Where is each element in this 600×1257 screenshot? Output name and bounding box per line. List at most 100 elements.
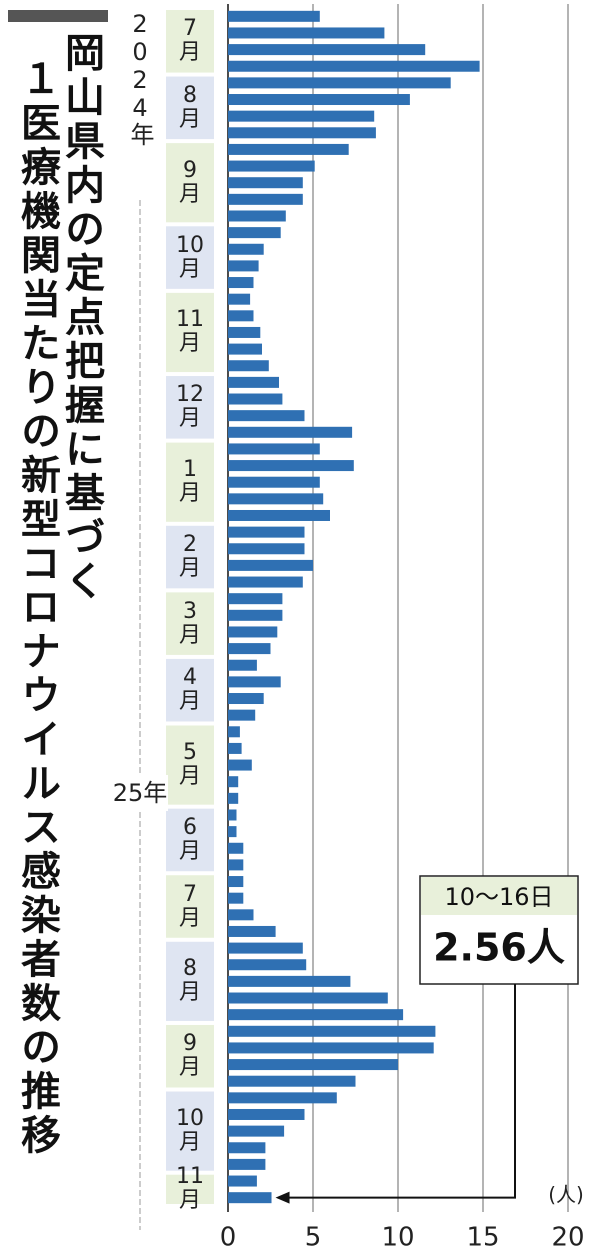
bar	[228, 326, 261, 338]
month-label: 3月	[178, 598, 201, 648]
bar	[228, 959, 307, 971]
bar	[228, 60, 480, 72]
bar	[228, 443, 320, 455]
month-label: 1月	[178, 457, 201, 507]
bar	[228, 792, 239, 804]
bar	[228, 626, 278, 638]
bar	[228, 227, 281, 239]
value-label: 2.56人	[433, 926, 565, 970]
month-band	[166, 143, 214, 223]
month-label: 8月	[178, 82, 201, 132]
bar	[228, 110, 375, 122]
bar	[228, 143, 349, 155]
bar	[228, 293, 251, 305]
title-line: １医療機関当たりの新型コロナウイルス感染者数の推移	[14, 58, 60, 1158]
month-band	[166, 1091, 214, 1171]
x-tick-label: 10	[381, 1223, 414, 1253]
bar	[228, 177, 303, 189]
x-tick-label: 20	[551, 1223, 584, 1253]
month-band	[166, 525, 214, 589]
month-label: 7月	[178, 881, 201, 931]
bar	[228, 876, 244, 888]
month-band	[166, 1024, 214, 1088]
bar	[228, 543, 305, 555]
bar	[228, 210, 286, 222]
month-label: 9月	[178, 157, 201, 207]
bar	[228, 1009, 404, 1021]
bar	[228, 1158, 266, 1170]
month-band	[166, 808, 214, 872]
month-band	[166, 76, 214, 140]
bar	[228, 526, 305, 538]
x-tick-label: 15	[466, 1223, 499, 1253]
bar	[228, 509, 330, 521]
month-band	[166, 10, 214, 73]
bar	[228, 127, 376, 139]
bar	[228, 659, 257, 671]
bar	[228, 426, 353, 438]
bar	[228, 892, 244, 904]
bar	[228, 693, 264, 705]
bar	[228, 1075, 356, 1087]
bar	[228, 742, 242, 754]
bar	[228, 260, 259, 272]
bar	[228, 10, 320, 22]
bar	[228, 942, 303, 954]
callout-arrow	[287, 984, 516, 1199]
month-label: 7月	[178, 16, 201, 66]
bar	[228, 243, 264, 255]
bar	[228, 376, 279, 388]
month-label: 9月	[178, 1031, 201, 1081]
bar	[228, 27, 385, 39]
bar	[228, 909, 254, 921]
bar	[228, 493, 324, 505]
month-label: 10月	[176, 232, 204, 282]
bar	[228, 1192, 272, 1204]
month-label: 6月	[178, 814, 201, 864]
year-label: 25年	[112, 775, 168, 811]
bar	[228, 277, 254, 289]
title-line: 岡山県内の定点把握に基づく	[58, 32, 104, 604]
month-band	[166, 1174, 214, 1204]
arrow-head	[275, 1191, 290, 1204]
month-band	[166, 725, 214, 805]
month-band	[166, 941, 214, 1021]
bar	[228, 859, 244, 871]
bar	[228, 559, 313, 571]
month-label: 2月	[178, 532, 201, 582]
bar	[228, 1042, 434, 1054]
x-tick-label: 5	[305, 1223, 322, 1253]
bar	[228, 193, 303, 205]
month-band	[166, 592, 214, 655]
month-band	[166, 875, 214, 938]
bar	[228, 77, 451, 89]
bar	[228, 460, 354, 472]
bar	[228, 1092, 337, 1104]
month-band	[166, 442, 214, 522]
month-label: 12月	[176, 382, 204, 432]
bar	[228, 992, 388, 1004]
month-label: 5月	[178, 740, 201, 790]
title-bar	[8, 10, 108, 22]
bar	[228, 842, 244, 854]
bar	[228, 1142, 266, 1154]
bar	[228, 643, 271, 655]
bar	[228, 975, 351, 987]
bar	[228, 360, 269, 372]
bar	[228, 44, 426, 56]
bar	[228, 160, 315, 172]
bar	[228, 576, 303, 588]
bar	[228, 925, 276, 937]
bar	[228, 410, 305, 422]
month-label: 10月	[176, 1106, 204, 1156]
bar	[228, 94, 410, 106]
bar	[228, 826, 237, 838]
x-tick-label: 0	[220, 1223, 237, 1253]
month-band	[166, 292, 214, 373]
bar	[228, 1025, 436, 1037]
bar	[228, 676, 281, 688]
bar	[228, 809, 237, 821]
bar	[228, 1059, 398, 1071]
